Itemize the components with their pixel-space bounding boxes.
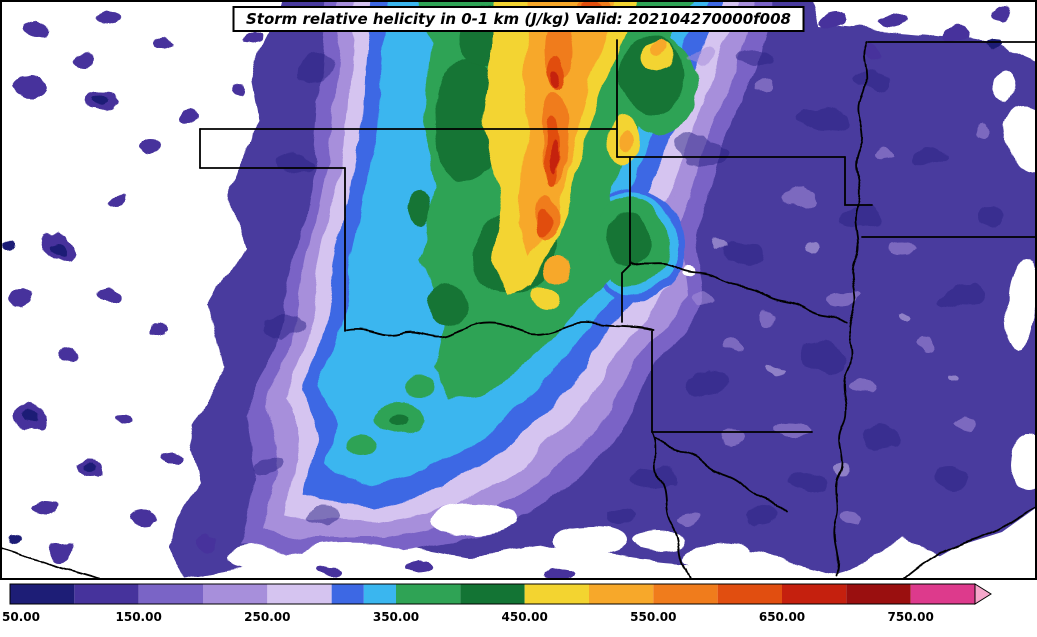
colorbar-segment bbox=[846, 584, 911, 604]
colorbar-tick-label: 350.00 bbox=[373, 610, 419, 624]
contour-map-canvas bbox=[0, 0, 1037, 580]
colorbar-segment bbox=[717, 584, 782, 604]
colorbar-segment bbox=[589, 584, 654, 604]
colorbar-segment bbox=[460, 584, 525, 604]
colorbar-tick-label: 750.00 bbox=[888, 610, 934, 624]
state-borders bbox=[199, 39, 1037, 433]
colorbar-tick-label: 150.00 bbox=[116, 610, 162, 624]
colorbar-segment bbox=[653, 584, 718, 604]
colorbar-segment bbox=[524, 584, 589, 604]
title-box: Storm relative helicity in 0-1 km (J/kg)… bbox=[232, 6, 805, 32]
colorbar-tick-label: 550.00 bbox=[630, 610, 676, 624]
colorbar-arrow-icon bbox=[974, 583, 992, 605]
colorbar-segment bbox=[910, 584, 975, 604]
colorbar-segment bbox=[782, 584, 847, 604]
map-border bbox=[0, 0, 1037, 580]
colorbar: 50.00 150.00 250.00 350.00 450.00 550.00 650.0… bbox=[0, 580, 1037, 633]
colorbar-tick-label: 250.00 bbox=[244, 610, 290, 624]
contour-field bbox=[2, 0, 1037, 578]
title-text: Storm relative helicity in 0-1 km (J/kg)… bbox=[246, 10, 791, 28]
colorbar-tick-label: 50.00 bbox=[2, 610, 40, 624]
colorbar-tick-label: 450.00 bbox=[502, 610, 548, 624]
river-lines bbox=[0, 41, 1037, 580]
map-area: Storm relative helicity in 0-1 km (J/kg)… bbox=[0, 0, 1037, 580]
colorbar-segment bbox=[138, 584, 203, 604]
colorbar-segment bbox=[10, 584, 75, 604]
colorbar-tick-label: 650.00 bbox=[759, 610, 805, 624]
colorbar-segment bbox=[396, 584, 461, 604]
colorbar-segment bbox=[203, 584, 268, 604]
colorbar-segment bbox=[74, 584, 139, 604]
colorbar-segment bbox=[331, 584, 364, 604]
colorbar-segment bbox=[363, 584, 396, 604]
colorbar-canvas: 50.00 150.00 250.00 350.00 450.00 550.00 650.0… bbox=[2, 583, 992, 624]
colorbar-segment bbox=[267, 584, 332, 604]
